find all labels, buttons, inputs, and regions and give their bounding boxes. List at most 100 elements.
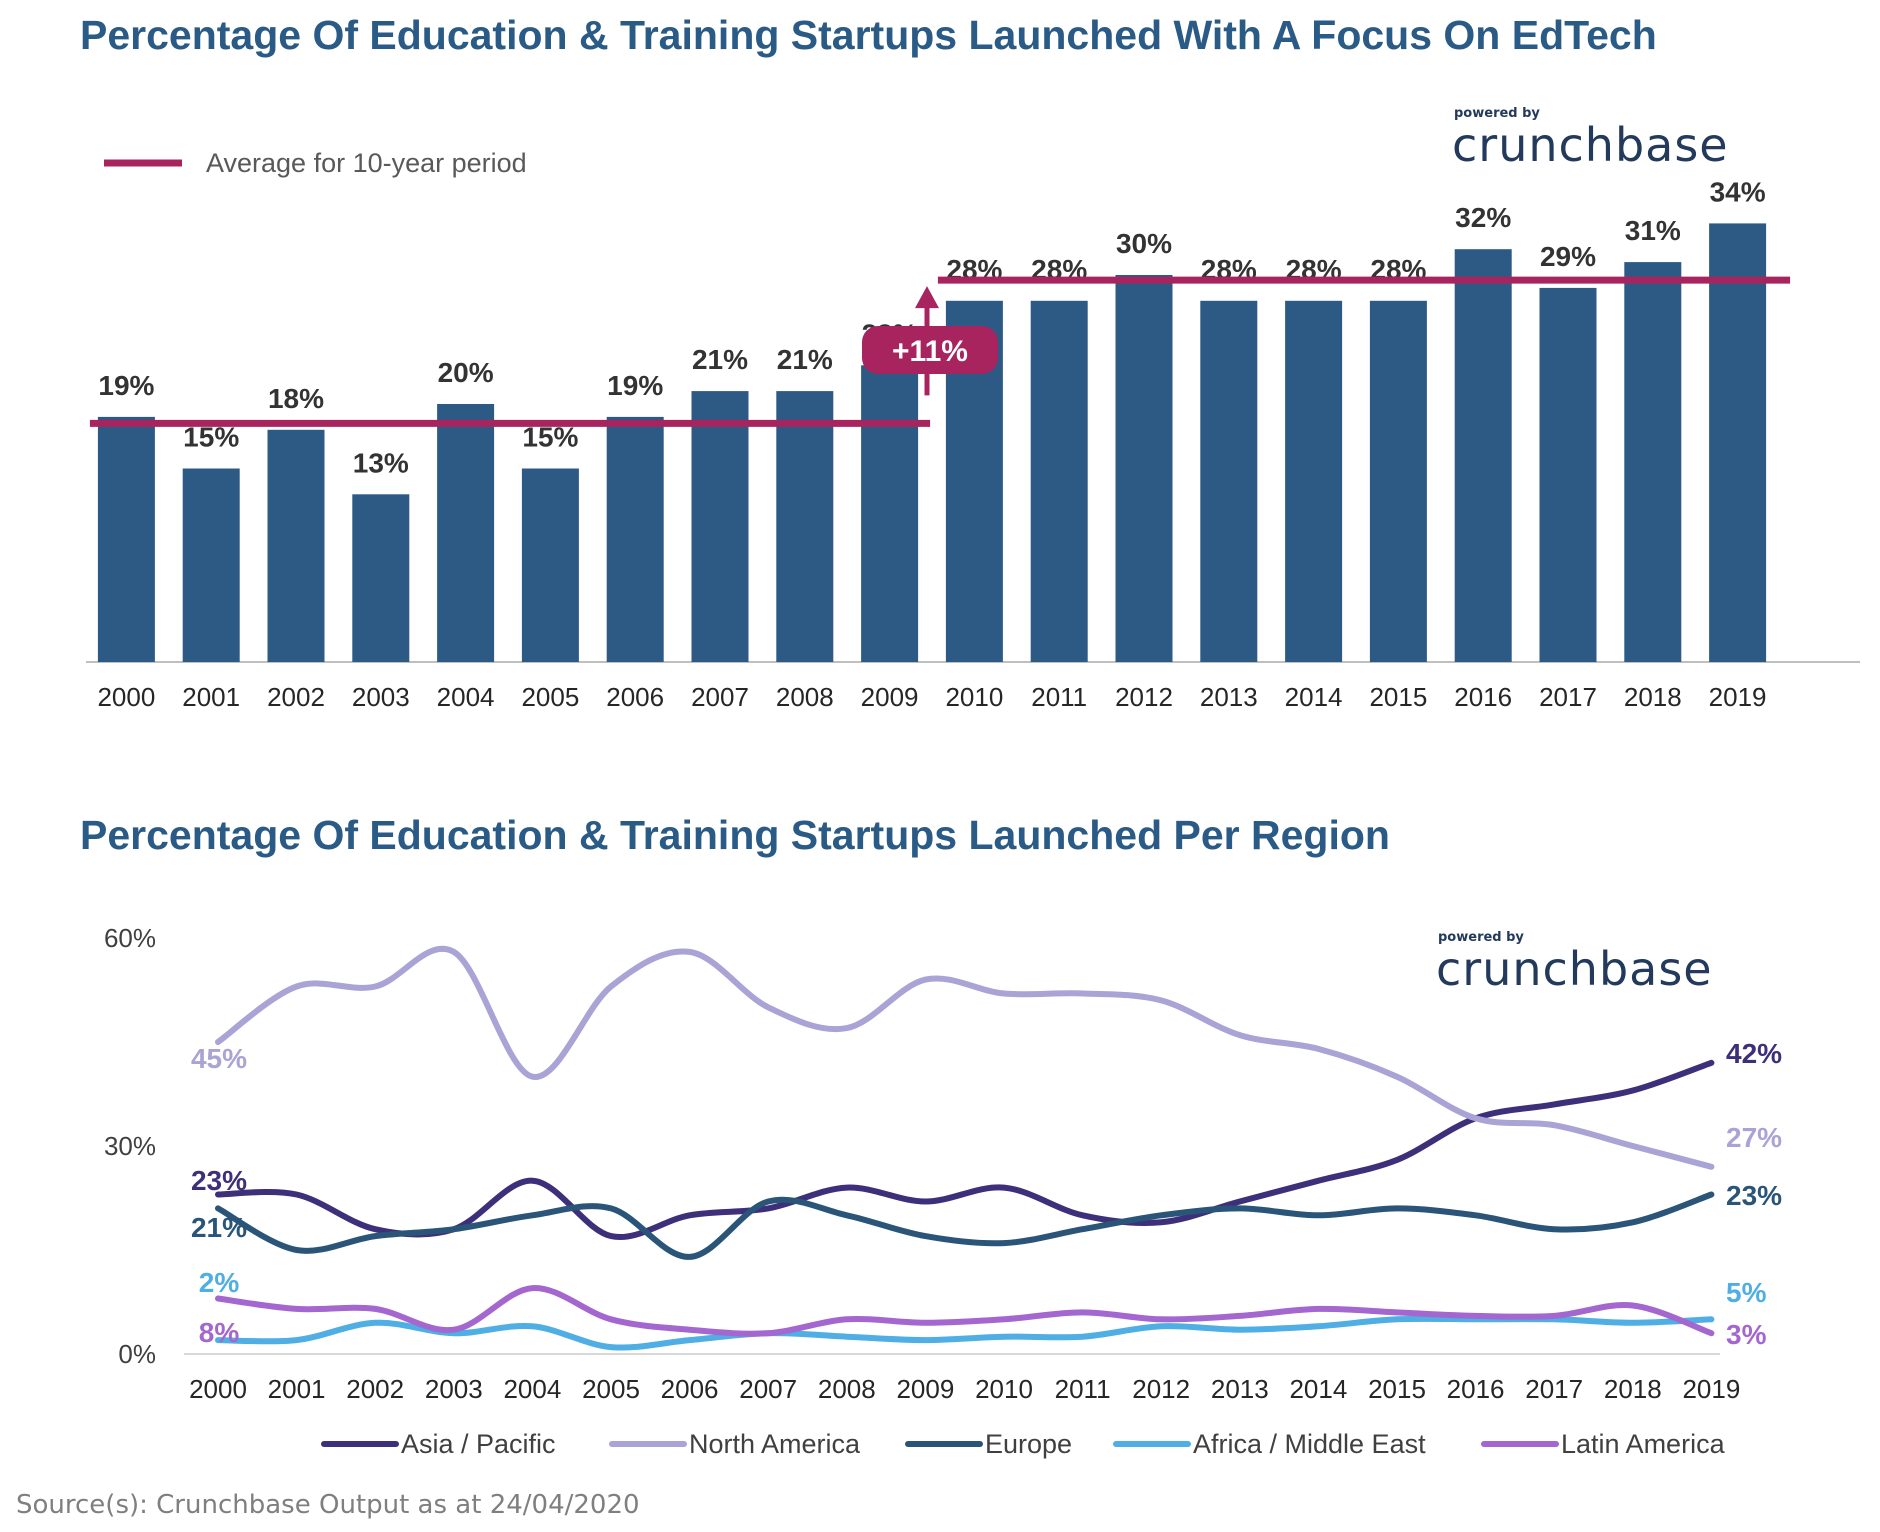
x-tick-2013: 2013 bbox=[1211, 1374, 1269, 1404]
bar-2003 bbox=[352, 494, 410, 662]
x-tick-2004: 2004 bbox=[503, 1374, 561, 1404]
bar-label-2007: 21% bbox=[692, 344, 748, 375]
start-label-africa-middle-east: 2% bbox=[199, 1267, 240, 1298]
end-label-asia-pacific: 42% bbox=[1726, 1038, 1782, 1069]
legend: Asia / Pacific North America Europe Africa … bbox=[321, 1429, 1726, 1459]
bar-2000 bbox=[97, 416, 155, 662]
bar-2016 bbox=[1454, 249, 1512, 662]
x-tick-2019: 2019 bbox=[1709, 682, 1767, 712]
x-tick-2015: 2015 bbox=[1369, 682, 1427, 712]
x-tick-2012: 2012 bbox=[1115, 682, 1173, 712]
start-label-north-america: 45% bbox=[191, 1043, 247, 1074]
x-tick-2007: 2007 bbox=[739, 1374, 797, 1404]
source-note: Source(s): Crunchbase Output as at 24/04… bbox=[16, 1490, 640, 1520]
bar-2018 bbox=[1624, 262, 1682, 662]
x-tick-2018: 2018 bbox=[1624, 682, 1682, 712]
x-tick-2008: 2008 bbox=[776, 682, 834, 712]
crunchbase-logo-2: powered by crunchbase bbox=[1436, 930, 1713, 993]
x-tick-2015: 2015 bbox=[1368, 1374, 1426, 1404]
x-tick-2005: 2005 bbox=[582, 1374, 640, 1404]
bar-chart-title: Percentage Of Education & Training Start… bbox=[80, 12, 1657, 58]
start-label-europe: 21% bbox=[191, 1212, 247, 1243]
x-tick-2013: 2013 bbox=[1200, 682, 1258, 712]
increase-badge-label: +11% bbox=[892, 335, 968, 368]
bar-2006 bbox=[606, 416, 664, 662]
bar-2002 bbox=[267, 429, 325, 662]
bar-label-2003: 13% bbox=[353, 447, 409, 478]
legend-label-north-america: North America bbox=[689, 1429, 861, 1459]
increase-badge bbox=[862, 326, 998, 374]
crunchbase-logo: powered by crunchbase bbox=[1452, 106, 1729, 169]
x-tick-2009: 2009 bbox=[861, 682, 919, 712]
bar-label-2019: 34% bbox=[1710, 176, 1766, 207]
x-tick-2017: 2017 bbox=[1539, 682, 1597, 712]
bar-2012 bbox=[1115, 275, 1173, 662]
x-tick-2014: 2014 bbox=[1285, 682, 1343, 712]
series-line-africa-middle-east bbox=[215, 1315, 1715, 1351]
bar-label-2017: 29% bbox=[1540, 241, 1596, 272]
x-tick-2017: 2017 bbox=[1525, 1374, 1583, 1404]
bar-2011 bbox=[1030, 300, 1088, 662]
x-tick-2011: 2011 bbox=[1055, 1374, 1111, 1404]
x-tick-2019: 2019 bbox=[1682, 1374, 1740, 1404]
legend-avg-label: Average for 10-year period bbox=[206, 148, 527, 178]
series-line-europe bbox=[215, 1191, 1715, 1260]
bar-2007 bbox=[691, 391, 749, 662]
x-tick-2006: 2006 bbox=[661, 1374, 719, 1404]
bar-label-2006: 19% bbox=[607, 370, 663, 401]
bar-2017 bbox=[1539, 287, 1597, 662]
legend-label-latin-america: Latin America bbox=[1561, 1429, 1726, 1459]
series-line-asia-pacific bbox=[215, 1059, 1715, 1241]
bar-2014 bbox=[1285, 300, 1343, 662]
x-tick-2008: 2008 bbox=[818, 1374, 876, 1404]
legend-label-europe: Europe bbox=[985, 1429, 1072, 1459]
bar-label-2016: 32% bbox=[1455, 202, 1511, 233]
legend: Average for 10-year period bbox=[104, 148, 527, 178]
bar-2008 bbox=[776, 391, 834, 662]
x-tick-2016: 2016 bbox=[1454, 682, 1512, 712]
x-tick-2006: 2006 bbox=[606, 682, 664, 712]
edtech-bar-chart: Average for 10-year period19%200015%2001… bbox=[86, 148, 1860, 712]
x-tick-2011: 2011 bbox=[1031, 682, 1087, 712]
bar-2015 bbox=[1369, 300, 1427, 662]
bar-2001 bbox=[182, 468, 240, 662]
y-tick-0: 0% bbox=[118, 1339, 156, 1369]
bar-2013 bbox=[1200, 300, 1258, 662]
x-tick-2010: 2010 bbox=[975, 1374, 1033, 1404]
x-tick-2016: 2016 bbox=[1447, 1374, 1505, 1404]
increase-arrow-head bbox=[915, 286, 939, 309]
bar-2004 bbox=[437, 404, 495, 662]
end-label-africa-middle-east: 5% bbox=[1726, 1277, 1767, 1308]
x-tick-2018: 2018 bbox=[1604, 1374, 1662, 1404]
bar-label-2018: 31% bbox=[1625, 215, 1681, 246]
bar-2005 bbox=[521, 468, 579, 662]
powered-by-text: powered by bbox=[1438, 930, 1524, 945]
x-tick-2002: 2002 bbox=[346, 1374, 404, 1404]
bar-2019 bbox=[1709, 223, 1767, 662]
start-label-asia-pacific: 23% bbox=[191, 1165, 247, 1196]
bar-2009 bbox=[861, 365, 919, 662]
series-line-latin-america bbox=[215, 1285, 1715, 1337]
x-tick-2009: 2009 bbox=[896, 1374, 954, 1404]
bar-label-2008: 21% bbox=[777, 344, 833, 375]
x-tick-2003: 2003 bbox=[425, 1374, 483, 1404]
x-tick-2007: 2007 bbox=[691, 682, 749, 712]
x-tick-2005: 2005 bbox=[521, 682, 579, 712]
x-tick-2003: 2003 bbox=[352, 682, 410, 712]
y-tick-60: 60% bbox=[104, 923, 156, 953]
x-tick-2004: 2004 bbox=[437, 682, 495, 712]
end-label-europe: 23% bbox=[1726, 1180, 1782, 1211]
x-tick-2001: 2001 bbox=[268, 1374, 326, 1404]
x-tick-2000: 2000 bbox=[189, 1374, 247, 1404]
bar-label-2002: 18% bbox=[268, 383, 324, 414]
x-tick-2001: 2001 bbox=[182, 682, 240, 712]
x-tick-2014: 2014 bbox=[1289, 1374, 1347, 1404]
x-tick-2002: 2002 bbox=[267, 682, 325, 712]
x-tick-2010: 2010 bbox=[945, 682, 1003, 712]
bar-label-2012: 30% bbox=[1116, 228, 1172, 259]
powered-by-text: powered by bbox=[1454, 106, 1540, 121]
bar-label-2000: 19% bbox=[98, 370, 154, 401]
series-line-north-america bbox=[215, 945, 1715, 1170]
crunchbase-wordmark: crunchbase bbox=[1452, 118, 1729, 172]
